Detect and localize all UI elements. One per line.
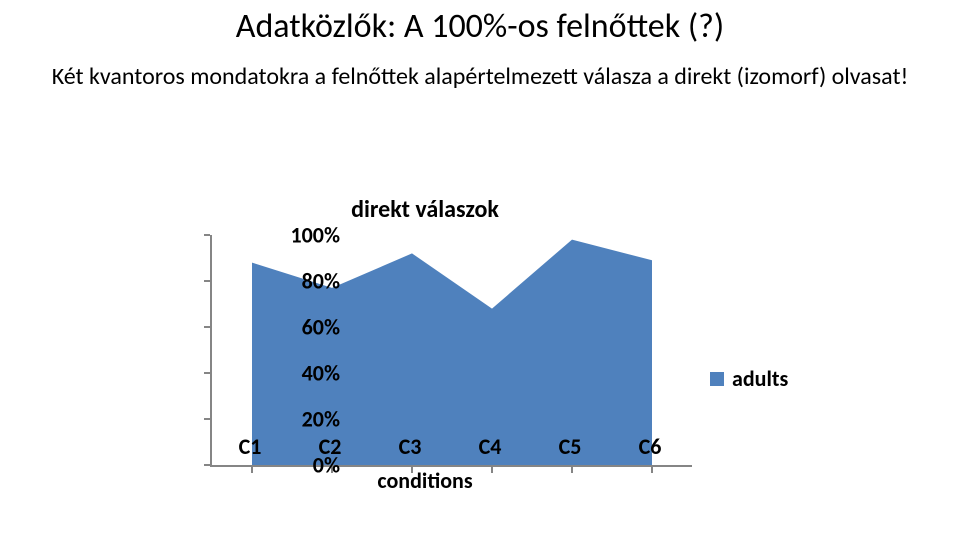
x-tick-label: C6	[620, 433, 680, 460]
legend-swatch	[710, 372, 724, 386]
y-tick	[204, 326, 210, 328]
x-axis-title: conditions	[130, 467, 720, 494]
y-tick-label: 40%	[270, 360, 340, 387]
y-tick	[204, 464, 210, 466]
page-subtitle: Két kvantoros mondatokra a felnőttek ala…	[0, 62, 960, 91]
y-tick-label: 20%	[270, 406, 340, 433]
x-tick-label: C5	[540, 433, 600, 460]
legend-label: adults	[732, 365, 788, 392]
y-tick	[204, 234, 210, 236]
x-tick-label: C3	[380, 433, 440, 460]
legend: adults	[710, 365, 788, 392]
chart-title: direkt válaszok	[130, 195, 720, 224]
page-title: Adatközlők: A 100%-os felnőttek (?)	[0, 6, 960, 47]
y-tick-label: 80%	[270, 268, 340, 295]
y-tick	[204, 372, 210, 374]
y-tick	[204, 418, 210, 420]
y-tick-label: 60%	[270, 314, 340, 341]
x-tick-label: C1	[220, 433, 280, 460]
x-tick-label: C2	[300, 433, 360, 460]
y-tick-label: 100%	[270, 222, 340, 249]
y-tick	[204, 280, 210, 282]
slide: Adatközlők: A 100%-os felnőttek (?) Két …	[0, 0, 960, 558]
x-tick-label: C4	[460, 433, 520, 460]
area-chart: direkt válaszok conditions adults 0%20%4…	[130, 195, 830, 525]
